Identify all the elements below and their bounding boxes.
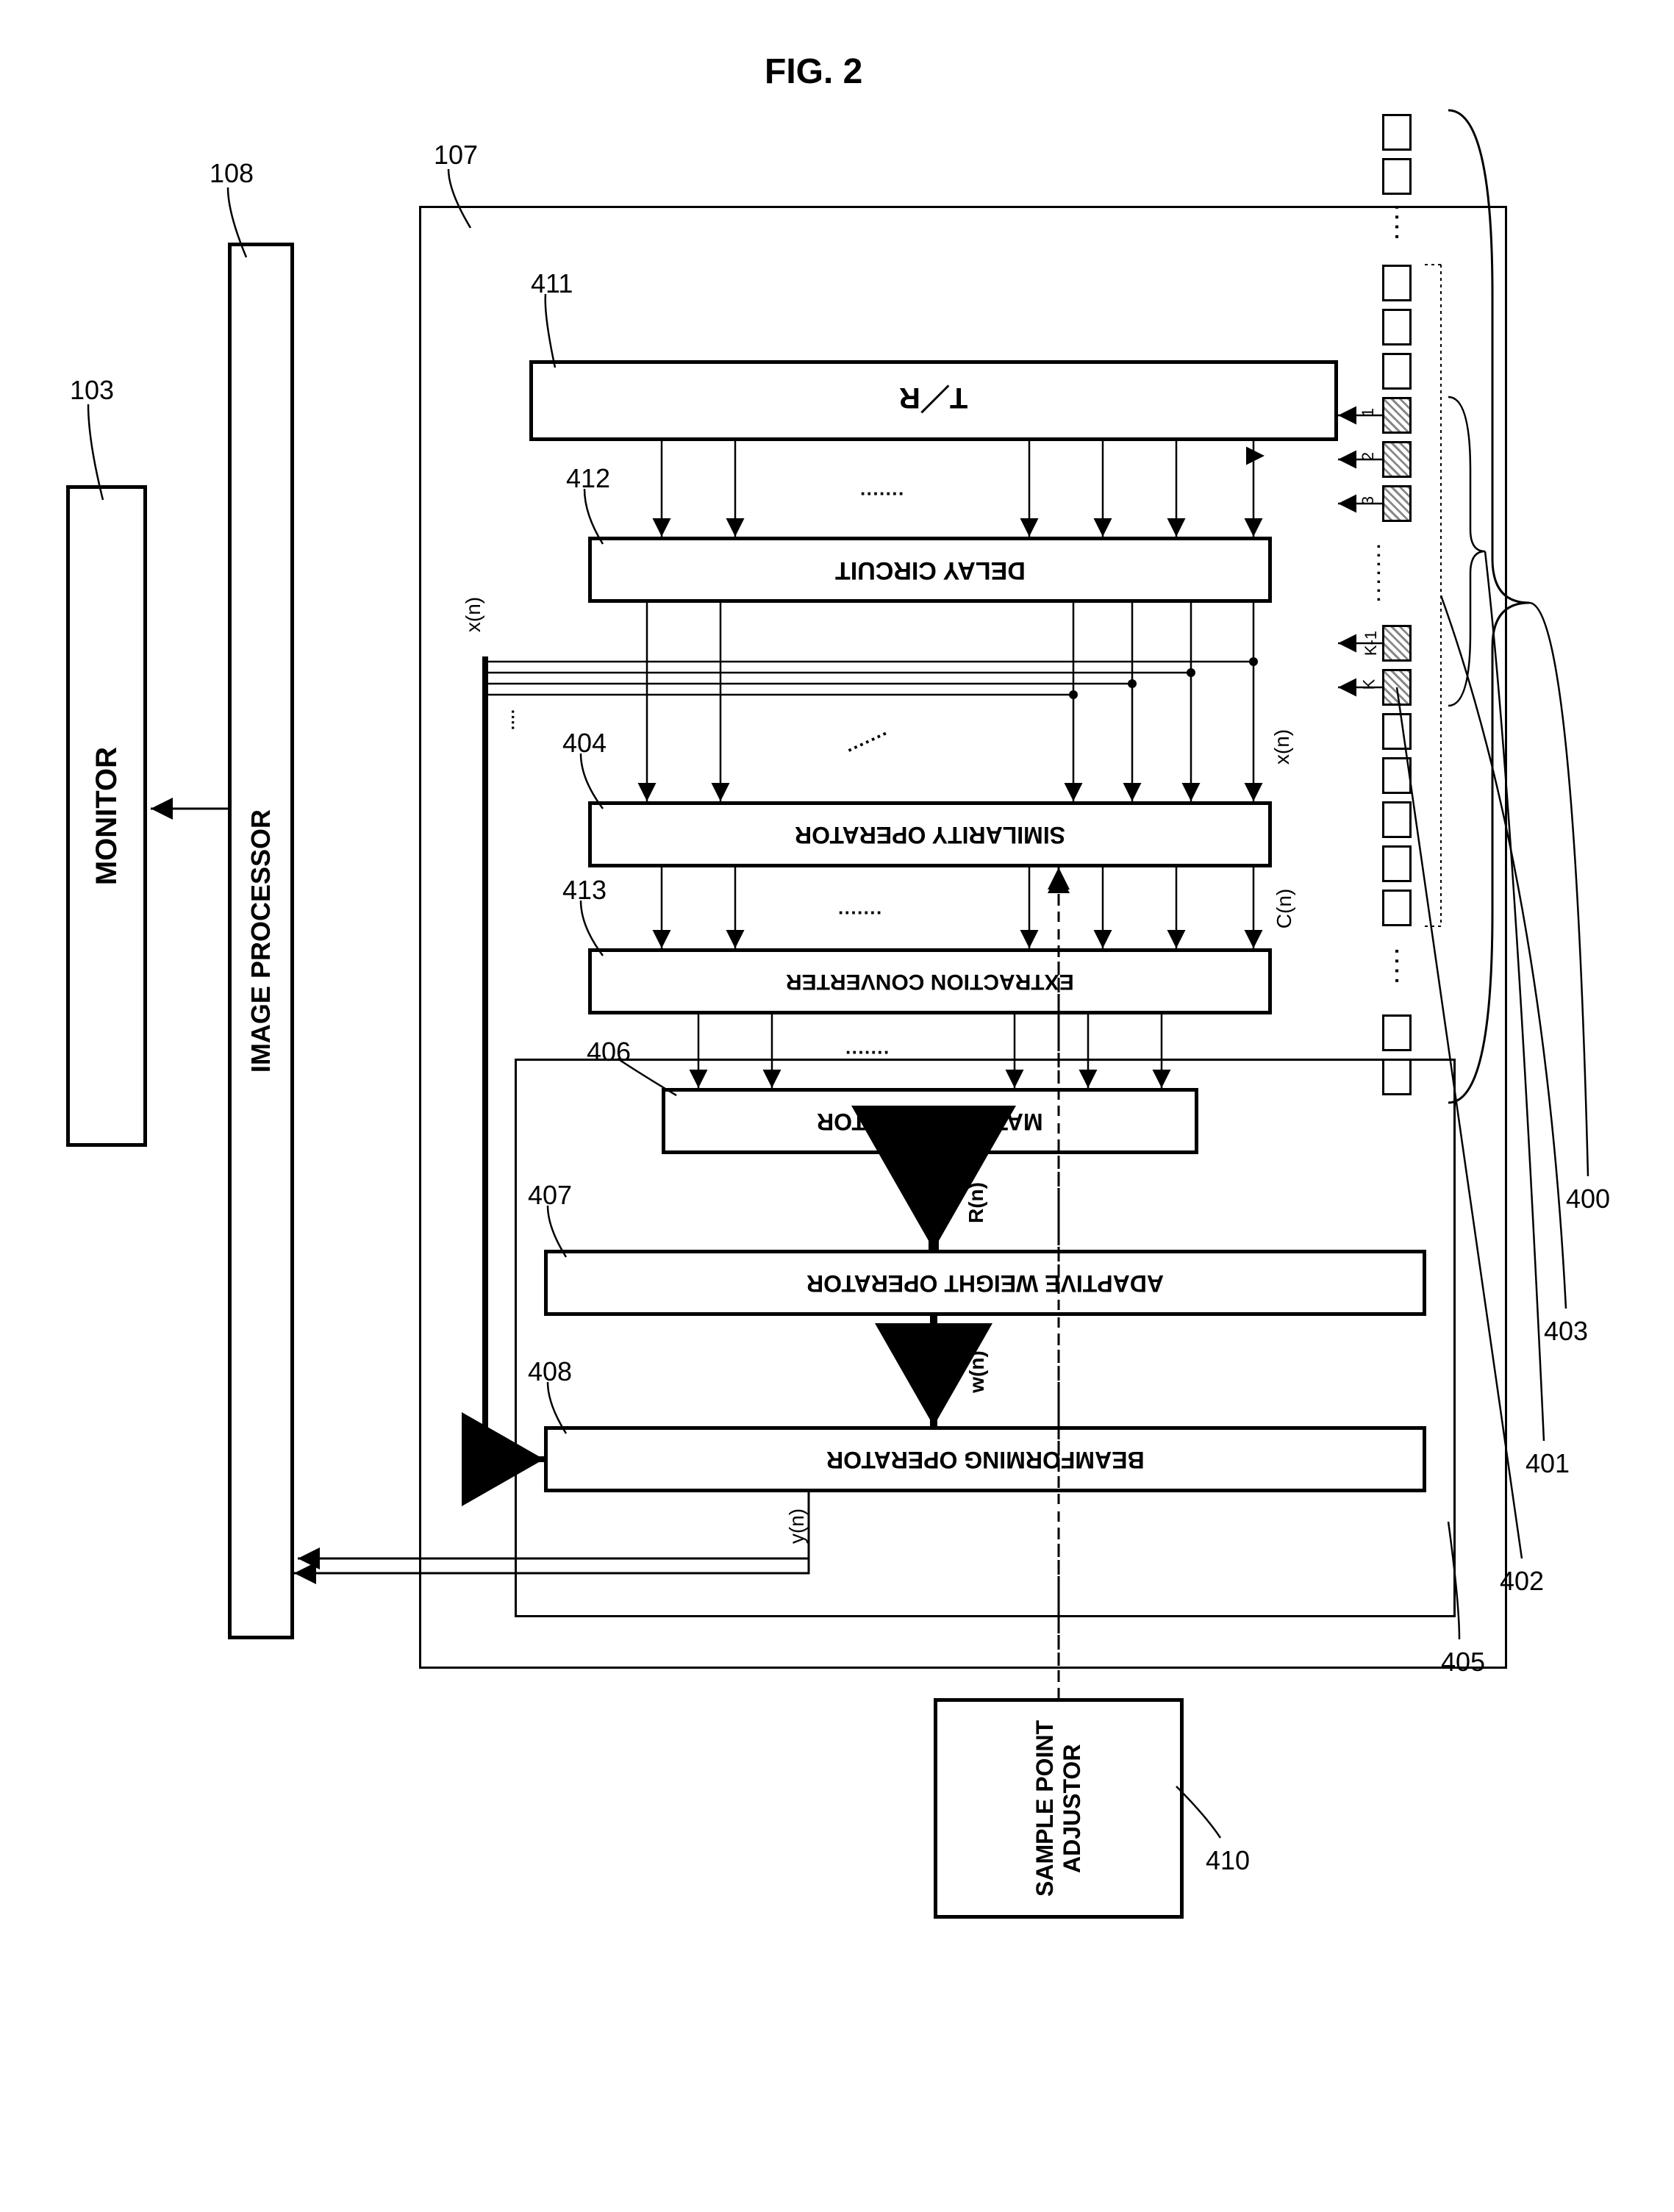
sample-point-adjustor-block: SAMPLE POINT ADJUSTOR — [934, 1698, 1184, 1919]
signal-cn: C(n) — [1273, 889, 1296, 928]
ref-108: 108 — [210, 158, 254, 189]
matrix-operator-block: MATRIX OPERATOR — [662, 1088, 1198, 1154]
ref-103: 103 — [70, 375, 114, 406]
array-element — [1382, 114, 1412, 151]
array-element — [1382, 309, 1412, 346]
signal-xn-bus: x(n) — [462, 597, 485, 632]
element-label-k: K — [1359, 679, 1378, 690]
element-label-k1: K-1 — [1362, 631, 1381, 656]
element-label-3: 3 — [1359, 496, 1378, 505]
array-element — [1382, 890, 1412, 926]
signal-rn: R(n) — [965, 1182, 988, 1223]
element-label-1: 1 — [1359, 408, 1378, 417]
array-element — [1382, 158, 1412, 195]
array-element — [1382, 801, 1412, 838]
figure-title: FIG. 2 — [765, 51, 862, 92]
array-element-rx — [1382, 625, 1412, 662]
element-label-2: 2 — [1359, 452, 1378, 461]
array-element — [1382, 265, 1412, 301]
image-processor-block: IMAGE PROCESSOR — [228, 243, 294, 1639]
array-element-rx — [1382, 669, 1412, 706]
signal-wn: w(n) — [965, 1350, 989, 1393]
similarity-operator-block: SIMILARITY OPERATOR — [588, 801, 1272, 867]
ref-410: 410 — [1206, 1845, 1250, 1876]
adaptive-weight-block: ADAPTIVE WEIGHT OPERATOR — [544, 1250, 1426, 1316]
array-element-rx — [1382, 397, 1412, 434]
ellipsis: ···· — [1385, 948, 1409, 987]
ref-413: 413 — [562, 875, 607, 906]
ref-403: 403 — [1544, 1316, 1588, 1347]
ref-406: 406 — [587, 1037, 631, 1067]
extraction-converter-block: EXTRACTION CONVERTER — [588, 948, 1272, 1014]
ref-408: 408 — [528, 1356, 572, 1387]
monitor-block: MONITOR — [66, 485, 147, 1147]
ref-405: 405 — [1441, 1647, 1485, 1678]
array-element — [1382, 1059, 1412, 1095]
ref-407: 407 — [528, 1180, 572, 1211]
delay-circuit-block: DELAY CIRCUIT — [588, 537, 1272, 603]
array-element — [1382, 845, 1412, 882]
ref-412: 412 — [566, 463, 610, 494]
array-element — [1382, 757, 1412, 794]
array-element — [1382, 713, 1412, 750]
array-element — [1382, 1014, 1412, 1051]
signal-xn-in: x(n) — [1270, 729, 1294, 765]
ellipsis: ···· — [1385, 204, 1409, 243]
signal-yn: y(n) — [785, 1508, 809, 1544]
array-element — [1382, 353, 1412, 390]
ref-401: 401 — [1525, 1448, 1570, 1479]
array-element-rx — [1382, 441, 1412, 478]
beamforming-operator-block: BEAMFORMING OPERATOR — [544, 1426, 1426, 1492]
ref-411: 411 — [531, 268, 573, 299]
ref-400: 400 — [1566, 1184, 1610, 1214]
array-element-rx — [1382, 485, 1412, 522]
tr-block: T／R — [529, 360, 1338, 441]
ref-404: 404 — [562, 728, 607, 759]
ref-107: 107 — [434, 140, 478, 171]
ref-402: 402 — [1500, 1566, 1544, 1597]
ellipsis: ······· — [1367, 544, 1388, 606]
